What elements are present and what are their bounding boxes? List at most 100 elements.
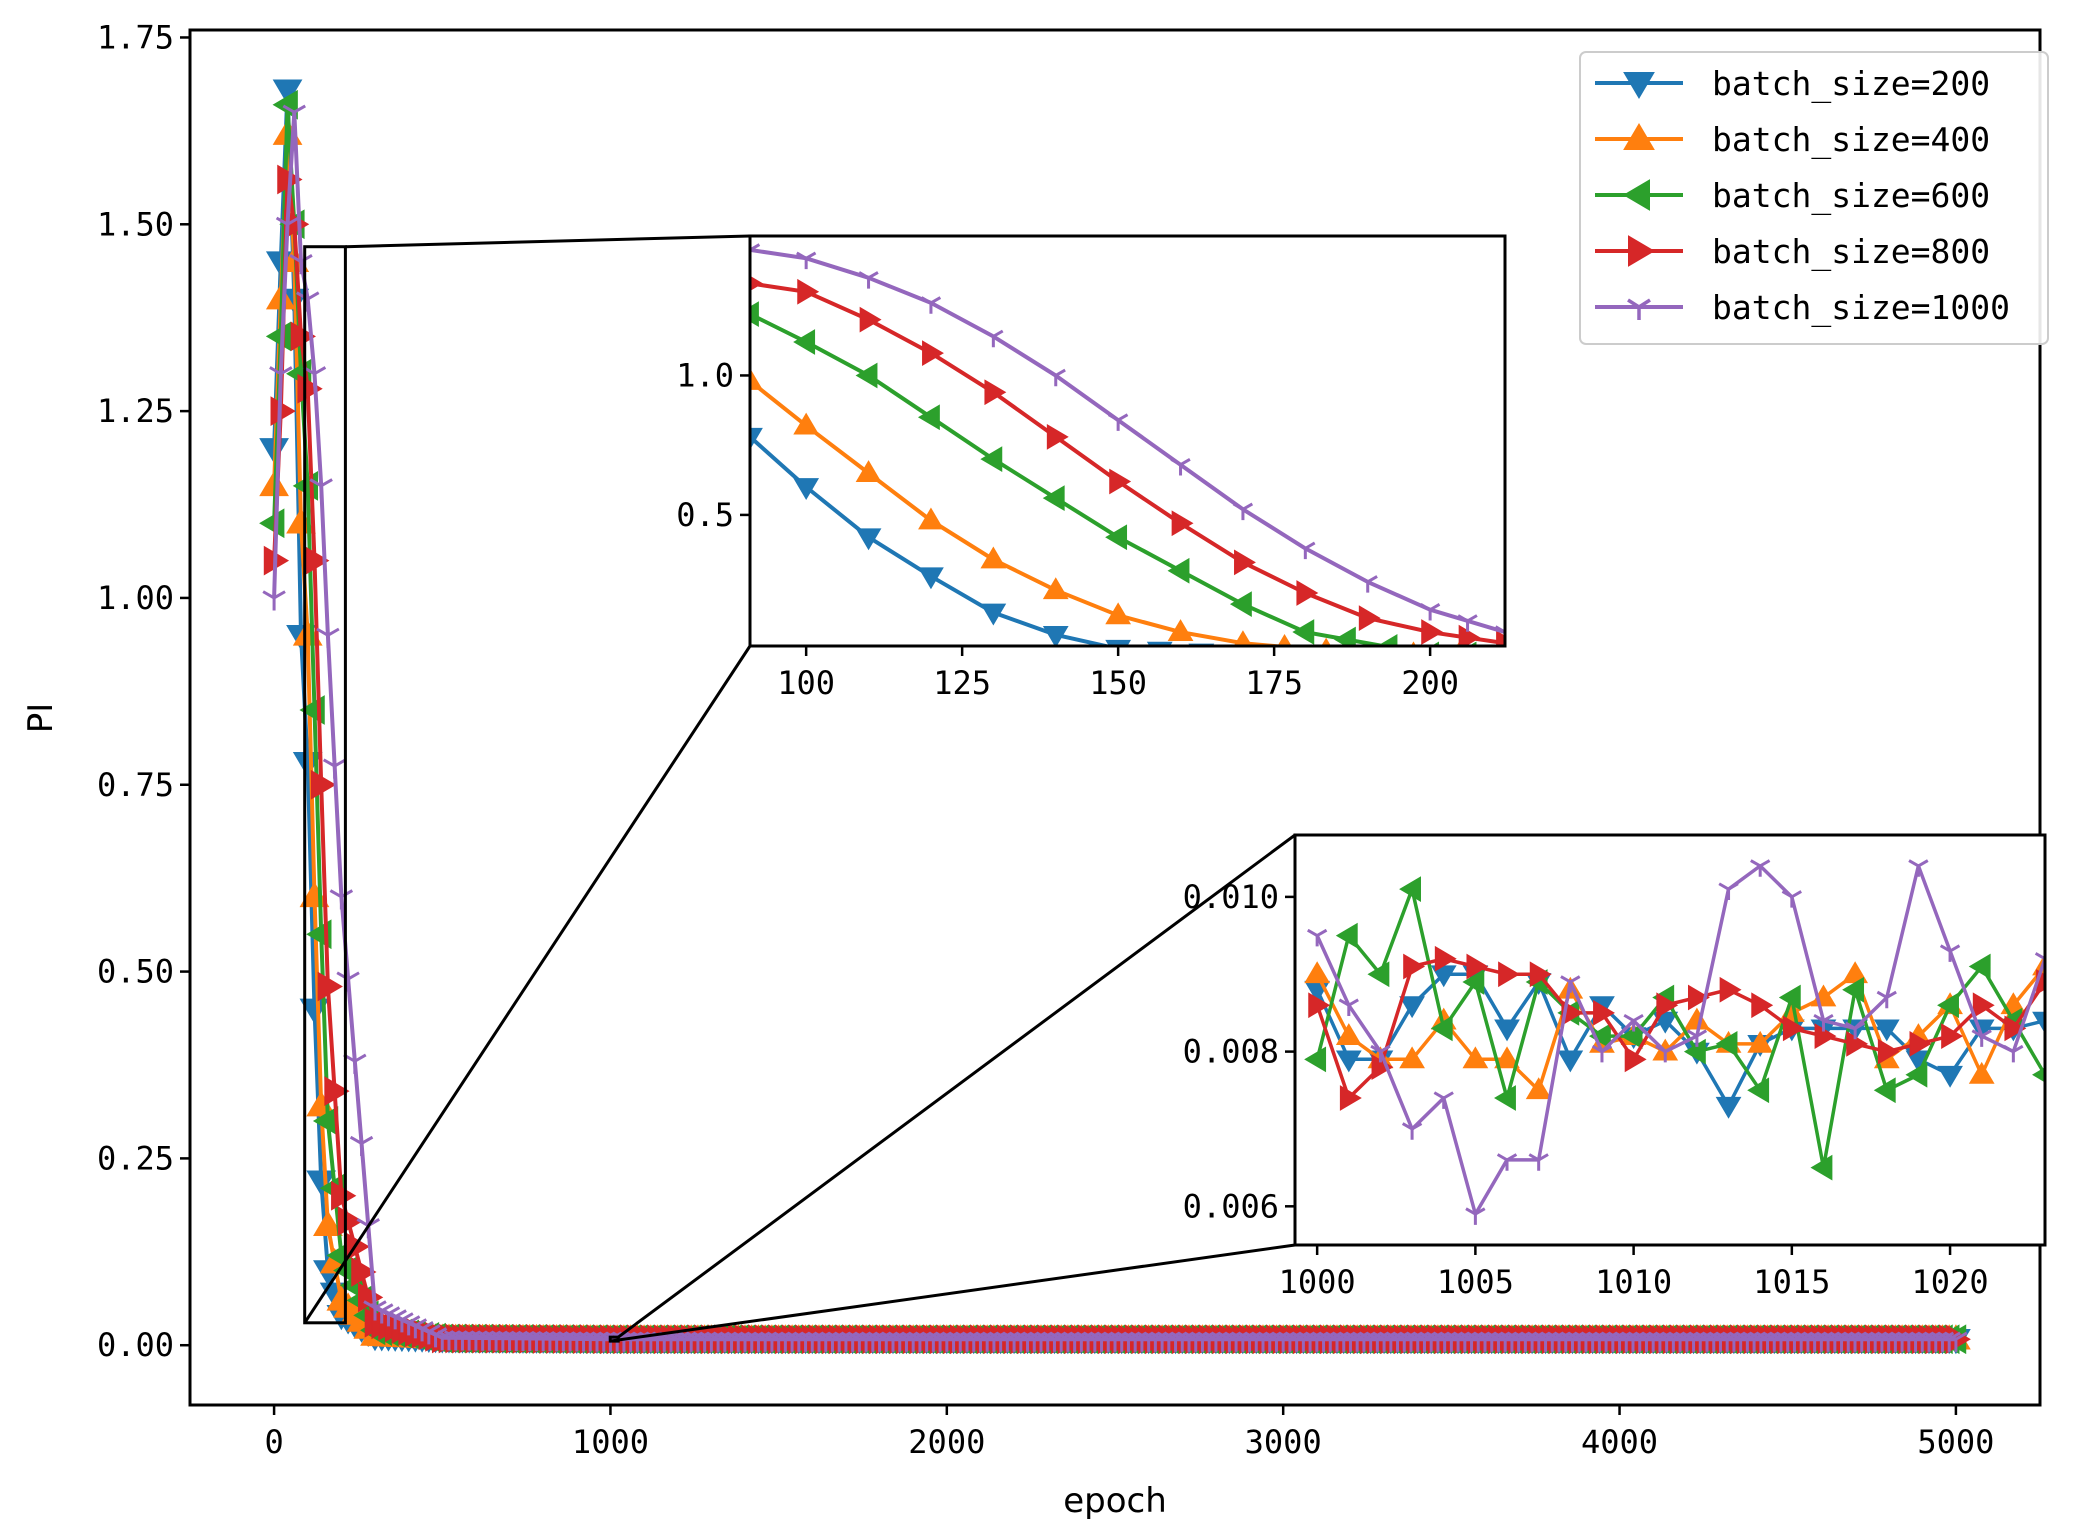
inset-lower-xtick-label-2: 1010 xyxy=(1595,1263,1672,1301)
inset-upper-series-0-point-2 xyxy=(855,528,882,551)
inset-upper-series-1-point-0 xyxy=(750,368,763,390)
inset-lower-series-4-point-6 xyxy=(1496,1153,1518,1171)
inset-lower-series-2-point-10 xyxy=(1620,1023,1643,1050)
main-series-3-point-1 xyxy=(270,396,296,426)
inset-lower-series-4-point-17 xyxy=(1844,1021,1866,1040)
inset-upper-series-3-point-8 xyxy=(1234,549,1256,576)
inset-lower-series-2-point-17 xyxy=(1842,976,1865,1003)
main-series-4-point-9 xyxy=(322,758,347,779)
main-series-clip xyxy=(259,79,1971,1355)
inset-upper-series-4-point-0 xyxy=(750,243,761,261)
main-ytick-label-7: 1.75 xyxy=(97,18,174,56)
main-xtick-label-3: 3000 xyxy=(1245,1423,1322,1461)
inset-upper-series-3-point-13 xyxy=(1496,630,1505,646)
inset-upper-frame xyxy=(748,234,1507,648)
main-series-3-point-7 xyxy=(310,769,337,800)
inset-lower-xtick-label-1: 1005 xyxy=(1437,1263,1514,1301)
inset-lower-series-4-point-4 xyxy=(1433,1091,1454,1109)
inset-lower-series-0-point-6 xyxy=(1494,1019,1520,1042)
inset-lower-xtick-label-4: 1020 xyxy=(1912,1263,1989,1301)
legend-label-3: batch_size=800 xyxy=(1712,232,1990,272)
inset-lower-series-3-point-16 xyxy=(1814,1023,1837,1050)
inset-lower-series-1-point-5 xyxy=(1462,1046,1489,1069)
inset-upper-series-4-point-2 xyxy=(858,271,879,289)
legend-item-0: batch_size=200 xyxy=(1595,64,1990,104)
inset-lower-series-4-point-14 xyxy=(1750,859,1771,877)
inset-upper-series-2-point-7 xyxy=(1167,557,1190,584)
main-series-group xyxy=(259,79,1971,1355)
main-x-axis: 0 1000 2000 3000 4000 5000 xyxy=(264,1405,1994,1461)
inset-lower-series-1-point-3 xyxy=(1399,1046,1425,1069)
legend-item-4: batch_size=1000 xyxy=(1595,288,2010,328)
inset-upper-series-2-point-2 xyxy=(855,362,878,389)
inset-lower-series-1-point-21 xyxy=(1968,1061,1995,1084)
inset-lower-series-2-point-12 xyxy=(1683,1038,1706,1065)
inset-lower: 1000 1005 1010 1015 1020 0.006 0.008 0.010 xyxy=(1183,833,2047,1301)
main-ytick-label-5: 1.25 xyxy=(97,392,174,430)
inset-lower-series-3-point-3 xyxy=(1403,953,1426,980)
inset-upper-series-2-line xyxy=(750,312,1395,646)
inset-lower-series-0-point-23 xyxy=(2032,1011,2045,1034)
legend-marker-3 xyxy=(1628,235,1655,267)
inset-lower-series-4-point-19 xyxy=(1908,859,1929,877)
inset-upper-x-axis: 100 125 150 175 200 xyxy=(777,646,1459,702)
inset-lower-x-axis: 1000 1005 1010 1015 1020 xyxy=(1279,1245,1989,1301)
main-series-4-point-8 xyxy=(316,627,340,648)
inset-lower-series-2-point-9 xyxy=(1588,1023,1611,1050)
inset-upper-series-2-point-11 xyxy=(1377,634,1398,646)
main-series-4-point-250 xyxy=(1944,1331,1968,1352)
main-xtick-label-4: 4000 xyxy=(1581,1423,1658,1461)
inset-lower-series-1-point-1 xyxy=(1335,1023,1362,1046)
inset-lower-series-2-point-23 xyxy=(2032,1067,2045,1083)
inset-lower-series-3-point-18 xyxy=(1877,1038,1900,1065)
inset-lower-series-1-point-7 xyxy=(1525,1077,1552,1100)
inset-upper-series-4-point-8 xyxy=(1232,502,1254,521)
inset-lower-series-2-point-3 xyxy=(1399,876,1421,903)
inset-upper-series-1-point-8 xyxy=(1233,630,1253,646)
inset-upper-series-4-point-12 xyxy=(1457,614,1478,632)
legend-label-0: batch_size=200 xyxy=(1712,64,1990,104)
inset-lower-series-0-point-3 xyxy=(1399,996,1425,1019)
main-series-3-point-9 xyxy=(324,1076,350,1107)
inset-lower-series-3-point-21 xyxy=(1972,992,1995,1019)
inset-lower-series-2-point-16 xyxy=(1810,1154,1833,1181)
legend-marker-0 xyxy=(1623,72,1655,99)
main-series-4-point-13 xyxy=(349,1135,374,1157)
legend: batch_size=200 batch_size=400 batch_size=6… xyxy=(1579,51,2049,345)
inset-lower-series-4-point-10 xyxy=(1623,1013,1644,1032)
inset-lower-series-3-point-0 xyxy=(1308,992,1331,1019)
legend-marker-4 xyxy=(1627,298,1651,320)
inset-lower-series-3-point-2 xyxy=(1371,1054,1394,1080)
main-series-0-point-6 xyxy=(299,998,330,1024)
inset-upper-series-0-point-0 xyxy=(750,427,763,450)
main-xtick-label-2: 2000 xyxy=(908,1423,985,1461)
inset-upper-xtick-label-4: 200 xyxy=(1401,664,1459,702)
inset-upper-series-2-point-4 xyxy=(980,446,1003,473)
main-series-4-point-0 xyxy=(262,590,286,611)
inset-lower-series-4-point-5 xyxy=(1465,1207,1486,1225)
inset-upper-series-3-point-9 xyxy=(1296,580,1319,606)
main-series-3-point-8 xyxy=(317,971,343,1002)
main-ytick-label-6: 1.50 xyxy=(97,205,174,243)
inset-upper-ytick-label-1: 1.0 xyxy=(676,356,734,394)
inset-lower-series-3-point-20 xyxy=(1941,1023,1964,1050)
inset-upper-series-4-point-11 xyxy=(1419,603,1441,621)
inset-lower-zoom-connector-bottom xyxy=(610,1243,1296,1343)
inset-upper-series-3-point-0 xyxy=(750,275,763,292)
main-xtick-label-0: 0 xyxy=(264,1423,283,1461)
legend-marker-2 xyxy=(1623,179,1650,211)
main-ytick-label-2: 0.50 xyxy=(97,953,174,991)
inset-upper-series-3-point-2 xyxy=(859,306,882,333)
main-ytick-label-1: 0.25 xyxy=(97,1139,174,1177)
inset-lower-series-0-point-21 xyxy=(1968,1019,1995,1042)
inset-lower-series-1-point-0 xyxy=(1304,961,1331,984)
inset-lower-y-axis: 0.006 0.008 0.010 xyxy=(1183,878,1295,1225)
zoom-indicators xyxy=(303,234,1296,1343)
inset-lower-xtick-label-3: 1015 xyxy=(1753,1263,1830,1301)
inset-lower-series-0-point-1 xyxy=(1335,1050,1362,1073)
inset-upper-series-1-point-10 xyxy=(1321,637,1332,646)
legend-item-1: batch_size=400 xyxy=(1595,120,1990,160)
inset-lower-series-4 xyxy=(1307,859,2045,1225)
main-ytick-label-0: 0.00 xyxy=(97,1326,174,1364)
inset-upper-series-1-point-5 xyxy=(1042,577,1069,600)
